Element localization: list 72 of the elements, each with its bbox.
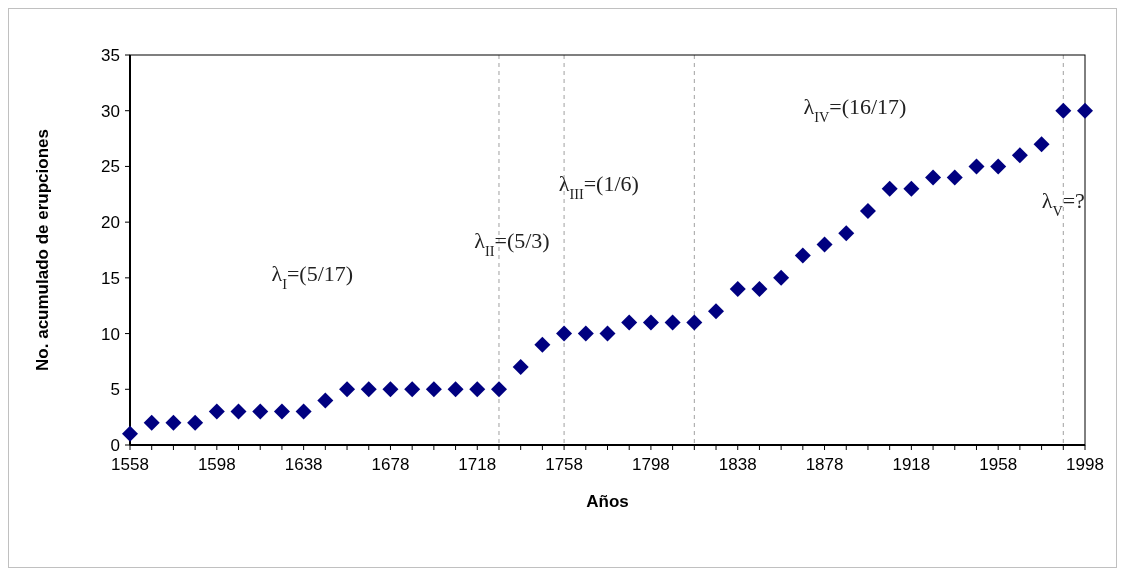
point <box>599 325 616 342</box>
y-tick-label: 30 <box>101 101 120 121</box>
y-axis-title: No. acumulado de erupciones <box>33 129 52 371</box>
point <box>382 381 399 398</box>
y-tick-label: 10 <box>101 324 120 344</box>
x-tick-label: 1958 <box>979 455 1018 474</box>
point <box>1033 136 1050 153</box>
y-tick-label: 20 <box>101 213 120 233</box>
x-axis-title: Años <box>586 492 629 511</box>
point <box>708 303 725 320</box>
point <box>360 381 377 398</box>
point <box>946 169 963 186</box>
point <box>425 381 442 398</box>
point <box>794 247 811 264</box>
annotation: λ$_{V}$=? <box>1041 187 1085 219</box>
x-tick-label: 1918 <box>892 455 931 474</box>
point <box>751 281 768 297</box>
point <box>621 314 638 331</box>
point <box>230 403 247 420</box>
point <box>534 336 551 353</box>
x-tick-label: 1598 <box>197 455 236 474</box>
x-tick-label: 1878 <box>805 455 844 474</box>
point <box>1077 102 1093 119</box>
annotation: λ$_{II}$=(5/3) <box>474 227 550 259</box>
point <box>1011 147 1028 164</box>
x-tick-label: 1998 <box>1066 455 1104 474</box>
point <box>729 281 746 297</box>
point <box>773 269 790 286</box>
point <box>252 403 269 420</box>
point <box>273 403 290 420</box>
point <box>512 359 529 375</box>
x-tick-label: 1838 <box>718 455 757 474</box>
x-tick-label: 1558 <box>111 455 149 474</box>
x-tick-label: 1798 <box>632 455 670 474</box>
point <box>208 403 225 420</box>
annotation: λ$_{IV}$=(16/17) <box>803 93 907 125</box>
point <box>686 314 703 331</box>
point <box>925 169 942 186</box>
annotation: λ$_{I}$=(5/17) <box>271 261 354 293</box>
x-tick-label: 1678 <box>371 455 410 474</box>
point <box>577 325 594 342</box>
x-tick-label: 1718 <box>458 455 497 474</box>
point <box>968 158 985 175</box>
point <box>859 203 876 219</box>
point <box>838 225 855 242</box>
point <box>881 180 898 197</box>
point <box>122 425 138 442</box>
point <box>664 314 681 331</box>
point <box>469 381 486 398</box>
x-tick-label: 1638 <box>284 455 323 474</box>
point <box>143 414 160 431</box>
point <box>903 180 920 197</box>
y-tick-label: 15 <box>101 268 120 288</box>
point <box>642 314 659 331</box>
point <box>187 414 204 431</box>
point <box>295 403 312 420</box>
y-tick-label: 0 <box>110 435 120 455</box>
point <box>556 325 573 342</box>
annotation: λ$_{III}$=(1/6) <box>558 170 639 202</box>
point <box>447 381 464 398</box>
y-tick-label: 5 <box>110 380 120 400</box>
point <box>339 381 356 398</box>
y-tick-label: 25 <box>101 157 120 177</box>
point <box>816 236 833 253</box>
y-tick-label: 35 <box>101 45 120 65</box>
point <box>990 158 1007 175</box>
point <box>317 392 334 409</box>
point <box>1055 102 1072 119</box>
point <box>404 381 421 398</box>
point <box>165 414 182 431</box>
x-tick-label: 1758 <box>545 455 583 474</box>
point <box>490 381 507 398</box>
